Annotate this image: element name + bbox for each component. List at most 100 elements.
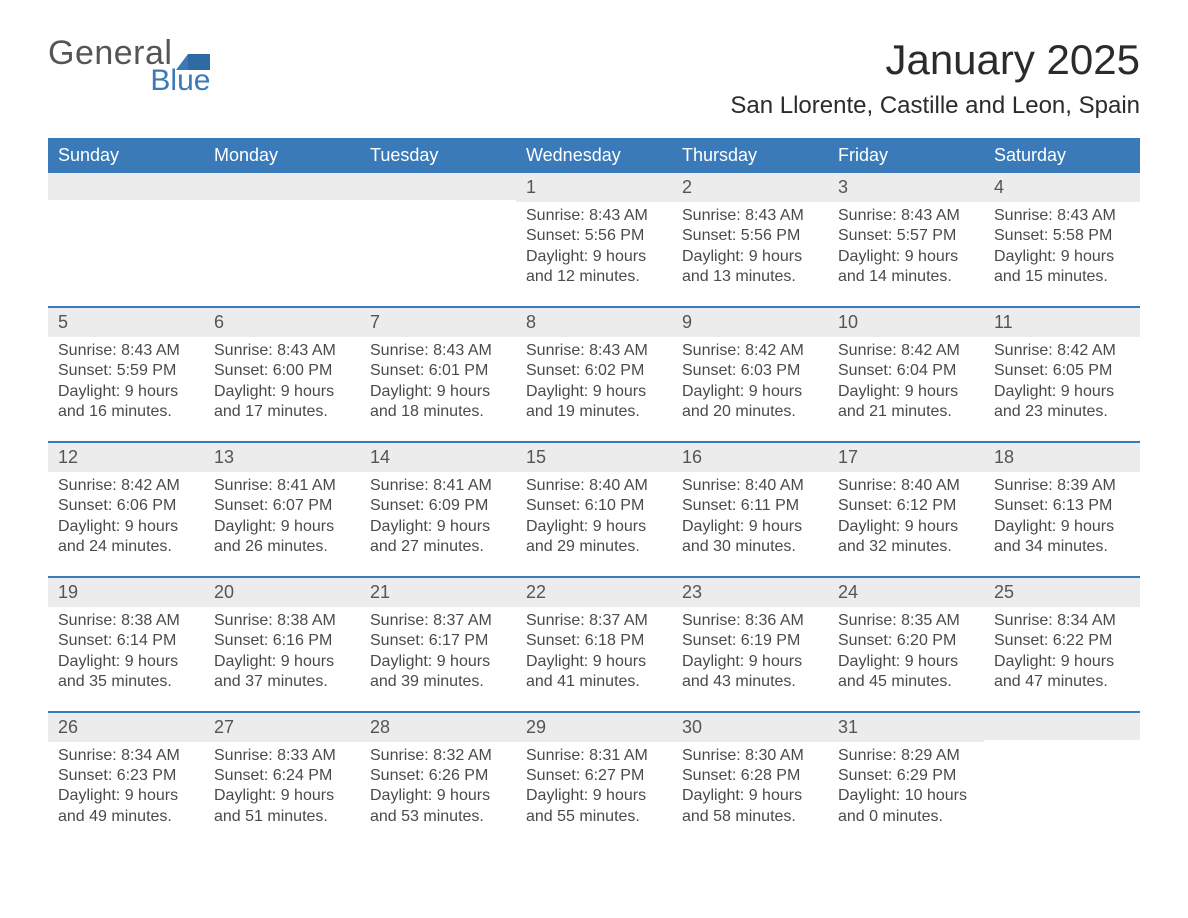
sunrise-line: Sunrise: 8:29 AM (838, 746, 974, 766)
sunset-line: Sunset: 6:05 PM (994, 361, 1130, 381)
sunset-line: Sunset: 6:13 PM (994, 496, 1130, 516)
daylight1-line: Daylight: 9 hours (838, 382, 974, 402)
daylight2-line: and 15 minutes. (994, 267, 1130, 287)
daylight2-line: and 19 minutes. (526, 402, 662, 422)
sunset-line: Sunset: 6:28 PM (682, 766, 818, 786)
day-number: 16 (672, 443, 828, 472)
day-number: 3 (828, 173, 984, 202)
sunrise-line: Sunrise: 8:43 AM (526, 206, 662, 226)
day-number (984, 713, 1140, 740)
day-number: 20 (204, 578, 360, 607)
dow-saturday: Saturday (984, 138, 1140, 173)
calendar-cell: 6 Sunrise: 8:43 AMSunset: 6:00 PMDaylight… (204, 308, 360, 441)
calendar-cell (360, 173, 516, 306)
day-info: Sunrise: 8:43 AMSunset: 6:01 PMDaylight:… (370, 341, 506, 423)
calendar-cell: 5Sunrise: 8:43 AMSunset: 5:59 PMDaylight… (48, 308, 204, 441)
daylight2-line: and 21 minutes. (838, 402, 974, 422)
day-number: 28 (360, 713, 516, 742)
calendar-cell: 23Sunrise: 8:36 AMSunset: 6:19 PMDayligh… (672, 578, 828, 711)
day-info: Sunrise: 8:42 AMSunset: 6:05 PMDaylight:… (994, 341, 1130, 423)
sunset-line: Sunset: 6:09 PM (370, 496, 506, 516)
day-number: 23 (672, 578, 828, 607)
daylight1-line: Daylight: 9 hours (682, 247, 818, 267)
sunrise-line: Sunrise: 8:40 AM (838, 476, 974, 496)
day-number: 1 (516, 173, 672, 202)
day-info: Sunrise: 8:43 AMSunset: 5:57 PMDaylight:… (838, 206, 974, 288)
sunrise-line: Sunrise: 8:43 AM (838, 206, 974, 226)
daylight2-line: and 53 minutes. (370, 807, 506, 827)
day-number: 7 (360, 308, 516, 337)
sunrise-line: Sunrise: 8:41 AM (214, 476, 350, 496)
sunset-line: Sunset: 6:11 PM (682, 496, 818, 516)
daylight1-line: Daylight: 9 hours (58, 517, 194, 537)
day-info: Sunrise: 8:41 AMSunset: 6:09 PMDaylight:… (370, 476, 506, 558)
daylight2-line: and 32 minutes. (838, 537, 974, 557)
sunrise-line: Sunrise: 8:37 AM (526, 611, 662, 631)
day-number: 18 (984, 443, 1140, 472)
calendar-cell: 20Sunrise: 8:38 AMSunset: 6:16 PMDayligh… (204, 578, 360, 711)
daylight1-line: Daylight: 9 hours (370, 517, 506, 537)
day-number: 14 (360, 443, 516, 472)
daylight2-line: and 51 minutes. (214, 807, 350, 827)
daylight2-line: and 35 minutes. (58, 672, 194, 692)
sunset-line: Sunset: 6:20 PM (838, 631, 974, 651)
sunset-line: Sunset: 6:12 PM (838, 496, 974, 516)
daylight1-line: Daylight: 9 hours (214, 652, 350, 672)
sunset-line: Sunset: 6:14 PM (58, 631, 194, 651)
location-subtitle: San Llorente, Castille and Leon, Spain (730, 92, 1140, 120)
dow-tuesday: Tuesday (360, 138, 516, 173)
sunset-line: Sunset: 6:02 PM (526, 361, 662, 381)
sunrise-line: Sunrise: 8:30 AM (682, 746, 818, 766)
daylight1-line: Daylight: 9 hours (838, 247, 974, 267)
daylight2-line: and 12 minutes. (526, 267, 662, 287)
sunset-line: Sunset: 6:29 PM (838, 766, 974, 786)
sunset-line: Sunset: 6:19 PM (682, 631, 818, 651)
sunrise-line: Sunrise: 8:43 AM (526, 341, 662, 361)
sunset-line: Sunset: 6:17 PM (370, 631, 506, 651)
sunset-line: Sunset: 6:07 PM (214, 496, 350, 516)
logo: General Blue (48, 36, 210, 96)
day-info: Sunrise: 8:40 AMSunset: 6:11 PMDaylight:… (682, 476, 818, 558)
calendar-cell: 18Sunrise: 8:39 AMSunset: 6:13 PMDayligh… (984, 443, 1140, 576)
sunset-line: Sunset: 6:23 PM (58, 766, 194, 786)
daylight1-line: Daylight: 9 hours (682, 382, 818, 402)
calendar-cell: 13Sunrise: 8:41 AMSunset: 6:07 PMDayligh… (204, 443, 360, 576)
daylight1-line: Daylight: 9 hours (682, 786, 818, 806)
day-number: 15 (516, 443, 672, 472)
calendar-week: 12Sunrise: 8:42 AMSunset: 6:06 PMDayligh… (48, 441, 1140, 576)
calendar: Sunday Monday Tuesday Wednesday Thursday… (48, 138, 1140, 845)
daylight1-line: Daylight: 9 hours (682, 652, 818, 672)
calendar-cell: 31Sunrise: 8:29 AMSunset: 6:29 PMDayligh… (828, 713, 984, 846)
daylight2-line: and 58 minutes. (682, 807, 818, 827)
daylight2-line: and 47 minutes. (994, 672, 1130, 692)
day-info: Sunrise: 8:37 AMSunset: 6:17 PMDaylight:… (370, 611, 506, 693)
sunrise-line: Sunrise: 8:35 AM (838, 611, 974, 631)
daylight1-line: Daylight: 9 hours (682, 517, 818, 537)
header-row: General Blue January 2025 San Llorente, … (48, 36, 1140, 120)
calendar-cell (204, 173, 360, 306)
daylight2-line: and 20 minutes. (682, 402, 818, 422)
calendar-week: 5Sunrise: 8:43 AMSunset: 5:59 PMDaylight… (48, 306, 1140, 441)
sunrise-line: Sunrise: 8:43 AM (214, 341, 350, 361)
day-info: Sunrise: 8:31 AMSunset: 6:27 PMDaylight:… (526, 746, 662, 828)
calendar-cell: 27Sunrise: 8:33 AMSunset: 6:24 PMDayligh… (204, 713, 360, 846)
day-number: 6 (204, 308, 360, 337)
calendar-cell: 3 Sunrise: 8:43 AMSunset: 5:57 PMDaylight… (828, 173, 984, 306)
calendar-cell (984, 713, 1140, 846)
calendar-cell: 26Sunrise: 8:34 AMSunset: 6:23 PMDayligh… (48, 713, 204, 846)
dow-sunday: Sunday (48, 138, 204, 173)
day-number: 25 (984, 578, 1140, 607)
day-info: Sunrise: 8:35 AMSunset: 6:20 PMDaylight:… (838, 611, 974, 693)
day-number: 4 (984, 173, 1140, 202)
day-info: Sunrise: 8:42 AMSunset: 6:06 PMDaylight:… (58, 476, 194, 558)
sunrise-line: Sunrise: 8:41 AM (370, 476, 506, 496)
calendar-cell: 24Sunrise: 8:35 AMSunset: 6:20 PMDayligh… (828, 578, 984, 711)
sunrise-line: Sunrise: 8:34 AM (994, 611, 1130, 631)
day-info: Sunrise: 8:43 AMSunset: 5:58 PMDaylight:… (994, 206, 1130, 288)
day-number: 11 (984, 308, 1140, 337)
sunset-line: Sunset: 6:24 PM (214, 766, 350, 786)
day-info: Sunrise: 8:43 AMSunset: 6:00 PMDaylight:… (214, 341, 350, 423)
day-number: 31 (828, 713, 984, 742)
daylight1-line: Daylight: 9 hours (994, 382, 1130, 402)
daylight1-line: Daylight: 9 hours (214, 382, 350, 402)
